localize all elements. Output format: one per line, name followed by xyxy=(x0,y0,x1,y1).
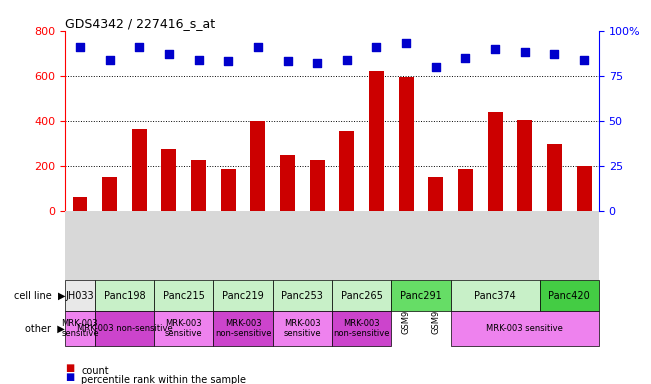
Bar xyxy=(221,169,236,211)
Bar xyxy=(450,311,599,346)
Text: Panc265: Panc265 xyxy=(340,291,383,301)
Text: other  ▶: other ▶ xyxy=(25,323,65,333)
Point xyxy=(75,44,85,50)
Text: cell line  ▶: cell line ▶ xyxy=(14,291,65,301)
Text: MRK-003
non-sensitive: MRK-003 non-sensitive xyxy=(333,319,390,338)
Bar xyxy=(280,155,295,211)
Point xyxy=(193,56,204,63)
Point xyxy=(549,51,560,57)
Bar xyxy=(310,161,325,211)
Point xyxy=(460,55,471,61)
Point xyxy=(253,44,263,50)
Bar xyxy=(339,131,354,211)
Point xyxy=(104,56,115,63)
Point xyxy=(223,58,234,65)
Bar xyxy=(428,177,443,211)
Bar xyxy=(214,280,273,311)
Text: percentile rank within the sample: percentile rank within the sample xyxy=(81,375,246,384)
Bar xyxy=(450,280,540,311)
Text: MRK-003 sensitive: MRK-003 sensitive xyxy=(486,324,563,333)
Bar xyxy=(547,144,562,211)
Bar xyxy=(391,280,450,311)
Bar xyxy=(518,120,533,211)
Point xyxy=(519,49,530,55)
Bar xyxy=(577,166,592,211)
Text: JH033: JH033 xyxy=(66,291,94,301)
Point xyxy=(401,40,411,46)
Text: Panc420: Panc420 xyxy=(548,291,590,301)
Bar xyxy=(161,149,176,211)
Bar xyxy=(488,112,503,211)
Point xyxy=(430,64,441,70)
Bar xyxy=(332,280,391,311)
Point xyxy=(283,58,293,65)
Point xyxy=(579,56,589,63)
Text: count: count xyxy=(81,366,109,376)
Bar xyxy=(95,311,154,346)
Text: Panc198: Panc198 xyxy=(104,291,145,301)
Bar xyxy=(72,197,87,211)
Bar xyxy=(369,71,384,211)
Text: ■: ■ xyxy=(65,372,74,382)
Bar xyxy=(332,311,391,346)
Text: Panc374: Panc374 xyxy=(474,291,516,301)
Text: MRK-003
sensitive: MRK-003 sensitive xyxy=(284,319,321,338)
Text: Panc215: Panc215 xyxy=(163,291,204,301)
Point xyxy=(371,44,381,50)
Point xyxy=(342,56,352,63)
Point xyxy=(163,51,174,57)
Text: Panc253: Panc253 xyxy=(281,291,324,301)
Point xyxy=(134,44,145,50)
Bar xyxy=(102,177,117,211)
Text: ■: ■ xyxy=(65,362,74,372)
Bar xyxy=(191,161,206,211)
Bar xyxy=(273,311,332,346)
Bar xyxy=(398,77,413,211)
Bar xyxy=(458,169,473,211)
Text: GDS4342 / 227416_s_at: GDS4342 / 227416_s_at xyxy=(65,17,215,30)
Bar xyxy=(540,280,599,311)
Bar xyxy=(95,280,154,311)
Bar xyxy=(65,280,95,311)
Bar xyxy=(214,311,273,346)
Bar xyxy=(154,311,214,346)
Bar xyxy=(132,129,146,211)
Text: MRK-003
sensitive: MRK-003 sensitive xyxy=(61,319,99,338)
Text: MRK-003
non-sensitive: MRK-003 non-sensitive xyxy=(215,319,271,338)
Bar xyxy=(65,311,95,346)
Text: Panc291: Panc291 xyxy=(400,291,442,301)
Point xyxy=(312,60,322,66)
Text: Panc219: Panc219 xyxy=(222,291,264,301)
Bar xyxy=(251,121,266,211)
Bar xyxy=(273,280,332,311)
Point xyxy=(490,46,501,52)
Text: MRK-003
sensitive: MRK-003 sensitive xyxy=(165,319,202,338)
Bar xyxy=(154,280,214,311)
Text: MRK-003 non-sensitive: MRK-003 non-sensitive xyxy=(77,324,173,333)
